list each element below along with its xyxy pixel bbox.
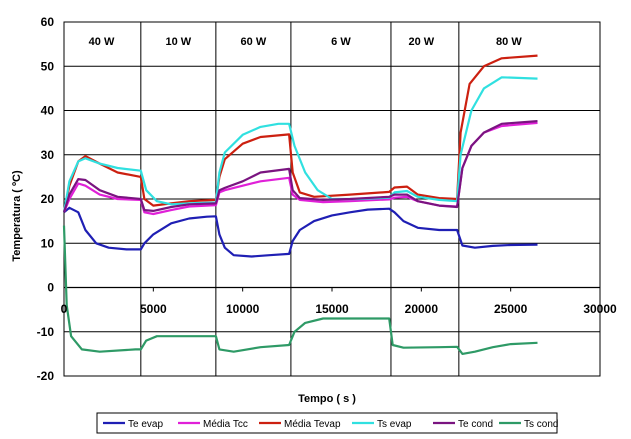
x-axis-title: Tempo ( s ) [298, 393, 356, 405]
x-tick-label: 5000 [140, 302, 167, 316]
power-label: 20 W [408, 36, 434, 48]
legend-label: Ts evap [377, 419, 412, 430]
legend-label: Ts cond [524, 419, 558, 430]
legend-label: Te evap [128, 419, 163, 430]
legend-label: Te cond [458, 419, 493, 430]
series-line-3 [62, 54, 538, 213]
legend-box [96, 412, 558, 434]
power-label: 40 W [89, 36, 115, 48]
x-tick-label: 15000 [315, 302, 349, 316]
y-tick-label: 40 [41, 104, 55, 118]
series-line-5 [62, 120, 538, 213]
y-tick-label: 60 [41, 15, 55, 29]
y-tick-label: 50 [41, 59, 55, 73]
series-line-1 [63, 206, 538, 258]
x-tick-label: 20000 [405, 302, 439, 316]
series-line-4 [62, 76, 538, 213]
x-tick-label: 25000 [494, 302, 528, 316]
legend: Te evap Média Tcc Média Tevap Ts evap Te con… [96, 412, 558, 434]
y-tick-label: -10 [37, 325, 55, 339]
power-label: 80 W [496, 36, 522, 48]
y-tick-label: 20 [41, 192, 55, 206]
y-axis-title: Temperatura ( ºC) [11, 170, 23, 262]
power-labels: 40 W 10 W 60 W 6 W 20 W 80 W [89, 36, 523, 48]
x-tick-label: 30000 [583, 302, 617, 316]
x-tick-label: 10000 [226, 302, 260, 316]
series-line-6 [62, 225, 538, 355]
legend-label: Média Tcc [203, 419, 248, 430]
y-tick-label: 10 [41, 236, 55, 250]
y-tick-label: -20 [37, 369, 55, 383]
power-label: 60 W [241, 36, 267, 48]
legend-label: Média Tevap [284, 419, 341, 430]
series-lines [62, 54, 538, 355]
tick-labels: -20 -10 0 10 20 30 40 50 60 0 5000 10000 15000 20000 2… [37, 15, 617, 383]
power-label: 10 W [166, 36, 192, 48]
axes [63, 21, 601, 377]
y-tick-label: 0 [47, 281, 54, 295]
plot-area-frame [63, 21, 601, 377]
y-tick-label: 30 [41, 148, 55, 162]
x-tick-label: 0 [61, 302, 68, 316]
power-label: 6 W [331, 36, 351, 48]
